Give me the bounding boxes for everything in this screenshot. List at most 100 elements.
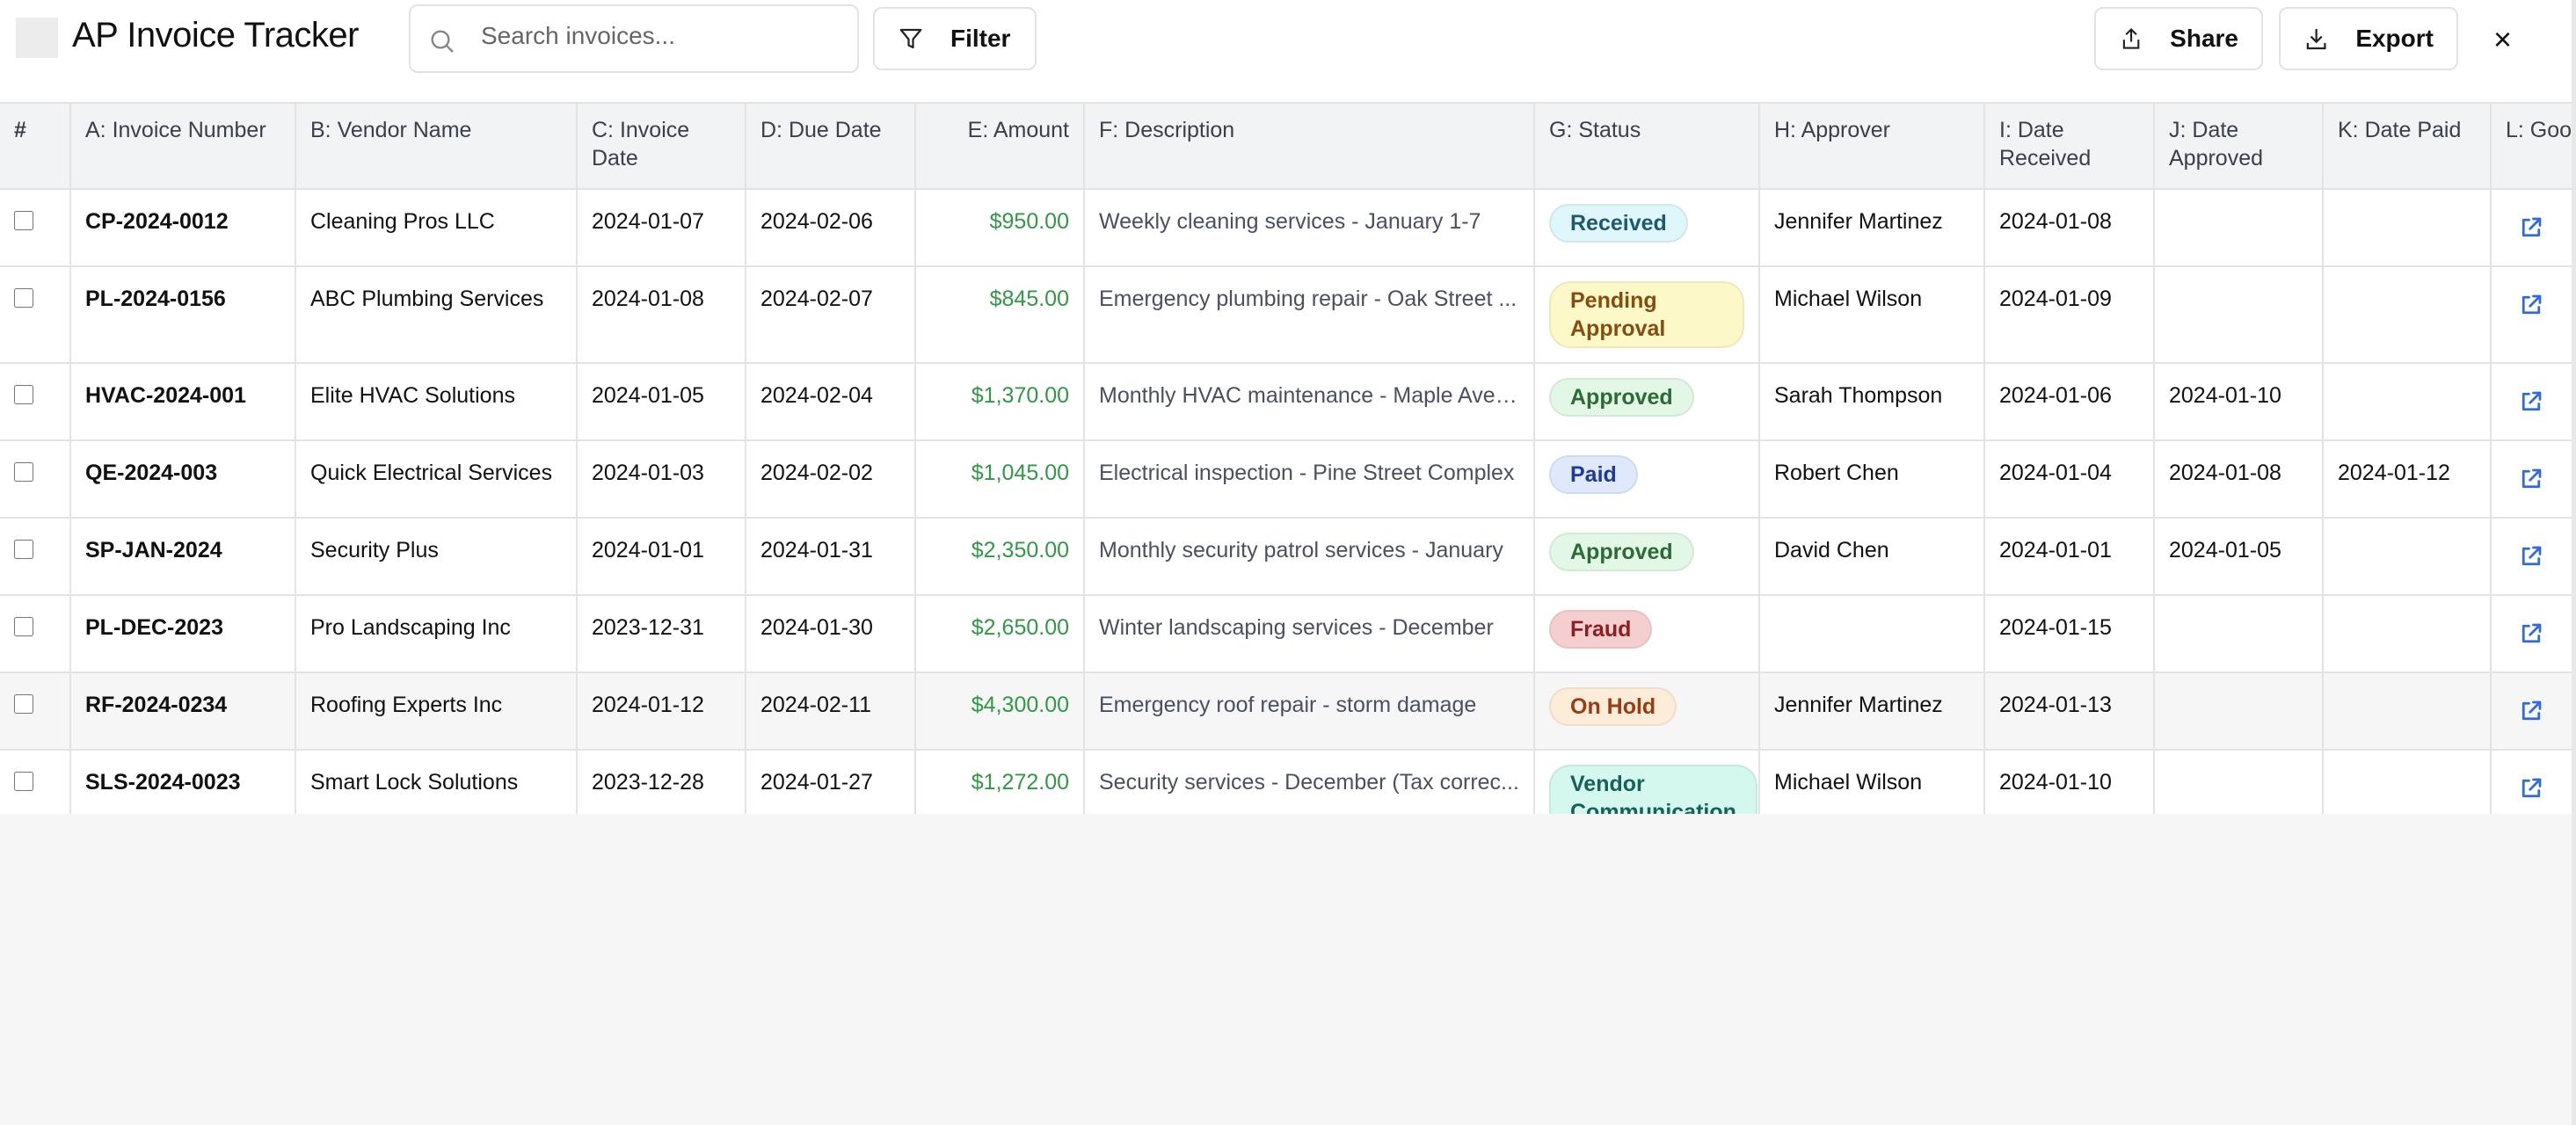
table-row[interactable]: CP-2024-0012 Cleaning Pros LLC 2024-01-07 2… bbox=[0, 189, 2572, 267]
link-cell bbox=[2491, 363, 2572, 441]
description-cell: Security services - December (Tax correc… bbox=[1084, 750, 1535, 814]
status-badge[interactable]: On Hold bbox=[1549, 687, 1677, 726]
table-row[interactable]: SP-JAN-2024 Security Plus 2024-01-01 2024-0… bbox=[0, 518, 2572, 596]
row-checkbox[interactable] bbox=[14, 617, 33, 636]
sidebar-toggle-button[interactable] bbox=[16, 18, 58, 58]
description-cell: Electrical inspection - Pine Street Comp… bbox=[1084, 440, 1535, 519]
date-paid-cell: 2024-01-12 bbox=[2323, 440, 2492, 519]
status-badge[interactable]: Pending Approval bbox=[1549, 281, 1744, 348]
status-badge[interactable]: Vendor Communication bbox=[1549, 765, 1757, 814]
status-badge[interactable]: Received bbox=[1549, 204, 1688, 243]
status-cell: Paid bbox=[1534, 440, 1760, 519]
invoice-number-cell: SLS-2024-0023 bbox=[70, 750, 296, 814]
amount-cell: $1,045.00 bbox=[915, 440, 1085, 519]
download-icon bbox=[2306, 29, 2326, 50]
column-header[interactable]: # bbox=[0, 102, 71, 190]
date-received-cell: 2024-01-01 bbox=[1984, 518, 2155, 596]
external-link-icon[interactable] bbox=[2518, 698, 2544, 724]
row-checkbox[interactable] bbox=[14, 772, 33, 791]
vendor-name-cell: ABC Plumbing Services bbox=[295, 266, 578, 364]
external-link-icon[interactable] bbox=[2518, 466, 2544, 492]
external-link-icon[interactable] bbox=[2518, 388, 2544, 415]
status-cell: Vendor Communication bbox=[1534, 750, 1760, 814]
row-select-cell bbox=[0, 750, 71, 814]
column-header[interactable]: I: Date Received bbox=[1984, 102, 2155, 190]
invoice-date-cell: 2024-01-05 bbox=[577, 363, 746, 441]
date-paid-cell bbox=[2323, 363, 2492, 441]
column-header[interactable]: C: Invoice Date bbox=[577, 102, 746, 190]
external-link-icon[interactable] bbox=[2518, 543, 2544, 570]
link-cell bbox=[2491, 266, 2572, 364]
filter-button[interactable]: Filter bbox=[873, 7, 1037, 70]
date-received-cell: 2024-01-06 bbox=[1984, 363, 2155, 441]
external-link-icon[interactable] bbox=[2518, 292, 2544, 318]
link-cell bbox=[2491, 750, 2572, 814]
status-cell: Fraud bbox=[1534, 595, 1760, 673]
share-button[interactable]: Share bbox=[2094, 7, 2263, 70]
column-header[interactable]: D: Due Date bbox=[746, 102, 916, 190]
row-checkbox[interactable] bbox=[14, 211, 33, 230]
search-box[interactable] bbox=[409, 4, 859, 73]
status-badge[interactable]: Approved bbox=[1549, 378, 1694, 417]
column-header[interactable]: H: Approver bbox=[1759, 102, 1985, 190]
column-header[interactable]: K: Date Paid bbox=[2323, 102, 2492, 190]
table-row[interactable]: RF-2024-0234 Roofing Experts Inc 2024-01-1… bbox=[0, 672, 2572, 751]
description-cell: Monthly security patrol services - Janua… bbox=[1084, 518, 1535, 596]
link-cell bbox=[2491, 595, 2572, 673]
scrollbar[interactable] bbox=[2572, 0, 2576, 1125]
status-badge[interactable]: Approved bbox=[1549, 533, 1694, 571]
page-title: AP Invoice Tracker bbox=[72, 16, 359, 54]
date-approved-cell bbox=[2154, 266, 2324, 364]
column-header[interactable]: F: Description bbox=[1084, 102, 1535, 190]
date-paid-cell bbox=[2323, 266, 2492, 364]
vendor-name-cell: Cleaning Pros LLC bbox=[295, 189, 578, 267]
table-row[interactable]: SLS-2024-0023 Smart Lock Solutions 2023-12… bbox=[0, 750, 2572, 814]
date-paid-cell bbox=[2323, 672, 2492, 751]
column-header[interactable]: B: Vendor Name bbox=[295, 102, 578, 190]
export-label: Export bbox=[2355, 25, 2434, 52]
column-header[interactable]: A: Invoice Number bbox=[70, 102, 296, 190]
date-paid-cell bbox=[2323, 189, 2492, 267]
approver-cell: Jennifer Martinez bbox=[1759, 672, 1985, 751]
vendor-name-cell: Roofing Experts Inc bbox=[295, 672, 578, 751]
invoice-date-cell: 2024-01-03 bbox=[577, 440, 746, 519]
invoice-number-cell: CP-2024-0012 bbox=[70, 189, 296, 267]
invoice-number-cell: QE-2024-003 bbox=[70, 440, 296, 519]
row-select-cell bbox=[0, 518, 71, 596]
invoice-number-cell: PL-DEC-2023 bbox=[70, 595, 296, 673]
vendor-name-cell: Elite HVAC Solutions bbox=[295, 363, 578, 441]
search-input[interactable] bbox=[481, 22, 833, 50]
external-link-icon[interactable] bbox=[2518, 621, 2544, 647]
external-link-icon[interactable] bbox=[2518, 214, 2544, 241]
status-badge[interactable]: Fraud bbox=[1549, 610, 1653, 649]
description-cell: Winter landscaping services - December bbox=[1084, 595, 1535, 673]
amount-cell: $2,350.00 bbox=[915, 518, 1085, 596]
column-header[interactable]: E: Amount bbox=[915, 102, 1085, 190]
table-row[interactable]: PL-DEC-2023 Pro Landscaping Inc 2023-12-31… bbox=[0, 595, 2572, 673]
row-checkbox[interactable] bbox=[14, 288, 33, 308]
export-button[interactable]: Export bbox=[2279, 7, 2458, 70]
link-cell bbox=[2491, 189, 2572, 267]
table-row[interactable]: HVAC-2024-001 Elite HVAC Solutions 2024-01… bbox=[0, 363, 2572, 441]
external-link-icon[interactable] bbox=[2518, 775, 2544, 802]
description-cell: Monthly HVAC maintenance - Maple Aven... bbox=[1084, 363, 1535, 441]
column-header[interactable]: G: Status bbox=[1534, 102, 1760, 190]
status-badge[interactable]: Paid bbox=[1549, 455, 1638, 494]
close-icon[interactable]: × bbox=[2493, 21, 2513, 57]
date-approved-cell bbox=[2154, 189, 2324, 267]
row-checkbox[interactable] bbox=[14, 385, 33, 404]
status-cell: Approved bbox=[1534, 363, 1760, 441]
due-date-cell: 2024-02-04 bbox=[746, 363, 916, 441]
status-cell: Pending Approval bbox=[1534, 266, 1760, 364]
row-select-cell bbox=[0, 266, 71, 364]
date-approved-cell: 2024-01-08 bbox=[2154, 440, 2324, 519]
column-header[interactable]: J: Date Approved bbox=[2154, 102, 2324, 190]
row-checkbox[interactable] bbox=[14, 694, 33, 714]
table-row[interactable]: QE-2024-003 Quick Electrical Services 2024… bbox=[0, 440, 2572, 519]
column-header[interactable]: L: Goo bbox=[2491, 102, 2572, 190]
table-row[interactable]: PL-2024-0156 ABC Plumbing Services 2024-01… bbox=[0, 266, 2572, 364]
row-checkbox[interactable] bbox=[14, 462, 33, 482]
approver-cell: Michael Wilson bbox=[1759, 750, 1985, 814]
due-date-cell: 2024-02-11 bbox=[746, 672, 916, 751]
row-checkbox[interactable] bbox=[14, 540, 33, 559]
